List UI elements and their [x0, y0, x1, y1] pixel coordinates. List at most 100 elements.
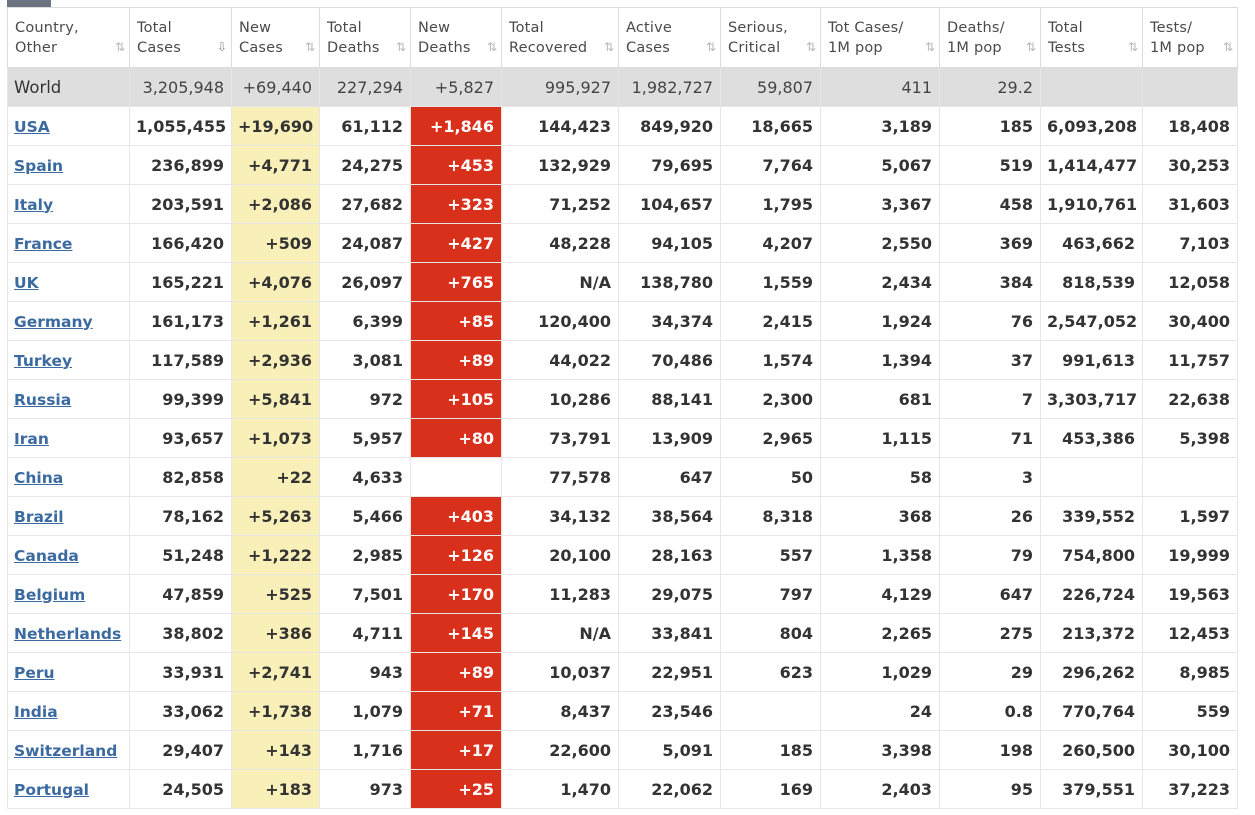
sort-icon[interactable]: ⇅	[1025, 40, 1036, 54]
country-link[interactable]: Netherlands	[14, 624, 122, 643]
cell-tot-cases-per-1m: 24	[820, 691, 940, 731]
cell-total-tests: 1,414,477	[1040, 145, 1143, 185]
column-header-label: Deaths/ 1M pop	[947, 19, 1005, 56]
column-header-new-cases[interactable]: New Cases ⇅	[231, 7, 320, 68]
cell-tot-cases-per-1m: 2,403	[820, 769, 940, 809]
cell-total-recovered: 44,022	[501, 340, 619, 380]
cell-total-cases: 24,505	[129, 769, 232, 809]
cell-country: World	[7, 67, 130, 107]
cell-new-deaths: +145	[410, 613, 502, 653]
cell-serious-critical: 2,415	[720, 301, 821, 341]
sort-icon[interactable]: ⇅	[486, 40, 497, 54]
sort-icon[interactable]: ⇅	[705, 40, 716, 54]
table-row: Russia 99,399 +5,841 972 +105 10,286 88,141 2,3…	[7, 379, 1238, 419]
country-link[interactable]: France	[14, 234, 73, 253]
country-link[interactable]: Portugal	[14, 780, 89, 799]
country-link[interactable]: India	[14, 702, 58, 721]
table-row: Germany 161,173 +1,261 6,399 +85 120,400 34,37…	[7, 301, 1238, 341]
table-row: China 82,858 +22 4,633 77,578 647 50 58 3	[7, 457, 1238, 497]
cell-new-cases: +1,073	[231, 418, 320, 458]
country-link[interactable]: Spain	[14, 156, 64, 175]
sort-icon[interactable]: ⇅	[304, 40, 315, 54]
cell-tests-per-1m: 37,223	[1142, 769, 1238, 809]
sort-icon[interactable]: ⇩	[216, 40, 227, 54]
cell-tot-cases-per-1m: 1,029	[820, 652, 940, 692]
cell-total-deaths: 26,097	[319, 262, 411, 302]
cell-country: China	[7, 457, 130, 497]
cell-new-deaths: +25	[410, 769, 502, 809]
cell-country: India	[7, 691, 130, 731]
column-header-total-recovered[interactable]: Total Recovered ⇅	[501, 7, 619, 68]
sort-icon[interactable]: ⇅	[395, 40, 406, 54]
table-row: Portugal 24,505 +183 973 +25 1,470 22,062 169 2,…	[7, 769, 1238, 809]
cell-total-recovered: 132,929	[501, 145, 619, 185]
column-header-total-cases[interactable]: Total Cases ⇩	[129, 7, 232, 68]
cell-new-deaths	[410, 457, 502, 497]
sort-icon[interactable]: ⇅	[805, 40, 816, 54]
column-header-tot-cases-per-1m[interactable]: Tot Cases/ 1M pop ⇅	[820, 7, 940, 68]
cell-total-tests	[1040, 67, 1143, 107]
cell-total-tests: 379,551	[1040, 769, 1143, 809]
cell-total-cases: 203,591	[129, 184, 232, 224]
cell-tot-cases-per-1m: 2,550	[820, 223, 940, 263]
column-header-active-cases[interactable]: Active Cases ⇅	[618, 7, 721, 68]
cell-tot-cases-per-1m: 411	[820, 67, 940, 107]
country-link[interactable]: Peru	[14, 663, 55, 682]
country-link[interactable]: USA	[14, 117, 50, 136]
country-link[interactable]: China	[14, 468, 64, 487]
sort-icon[interactable]: ⇅	[1222, 40, 1233, 54]
cell-new-cases: +183	[231, 769, 320, 809]
sort-icon[interactable]: ⇅	[114, 40, 125, 54]
cell-active-cases: 34,374	[618, 301, 721, 341]
cell-country: Italy	[7, 184, 130, 224]
cell-tests-per-1m: 12,058	[1142, 262, 1238, 302]
cell-deaths-per-1m: 0.8	[939, 691, 1041, 731]
column-header-total-tests[interactable]: Total Tests ⇅	[1040, 7, 1143, 68]
country-link[interactable]: Canada	[14, 546, 79, 565]
cell-new-deaths: +5,827	[410, 67, 502, 107]
country-link[interactable]: Italy	[14, 195, 54, 214]
cell-country: Canada	[7, 535, 130, 575]
country-link[interactable]: Switzerland	[14, 741, 118, 760]
table-row: UK 165,221 +4,076 26,097 +765 N/A 138,780 1,559…	[7, 262, 1238, 302]
column-header-tests-per-1m[interactable]: Tests/ 1M pop ⇅	[1142, 7, 1238, 68]
cell-country: Iran	[7, 418, 130, 458]
country-link[interactable]: Russia	[14, 390, 72, 409]
cell-tests-per-1m	[1142, 457, 1238, 497]
cell-total-cases: 99,399	[129, 379, 232, 419]
cell-total-tests: 754,800	[1040, 535, 1143, 575]
column-header-country[interactable]: Country, Other ⇅	[7, 7, 130, 68]
table-row: Italy 203,591 +2,086 27,682 +323 71,252 104,65…	[7, 184, 1238, 224]
country-link[interactable]: Germany	[14, 312, 93, 331]
cell-total-tests: 818,539	[1040, 262, 1143, 302]
cell-country: Germany	[7, 301, 130, 341]
country-link[interactable]: Belgium	[14, 585, 86, 604]
column-header-serious-critical[interactable]: Serious, Critical ⇅	[720, 7, 821, 68]
column-header-new-deaths[interactable]: New Deaths ⇅	[410, 7, 502, 68]
column-header-deaths-per-1m[interactable]: Deaths/ 1M pop ⇅	[939, 7, 1041, 68]
cell-total-cases: 33,062	[129, 691, 232, 731]
sort-icon[interactable]: ⇅	[1127, 40, 1138, 54]
country-link[interactable]: Turkey	[14, 351, 73, 370]
cell-total-deaths: 3,081	[319, 340, 411, 380]
cell-new-deaths: +80	[410, 418, 502, 458]
sort-icon[interactable]: ⇅	[924, 40, 935, 54]
cell-total-recovered: N/A	[501, 613, 619, 653]
cell-tot-cases-per-1m: 3,398	[820, 730, 940, 770]
cell-total-tests: 226,724	[1040, 574, 1143, 614]
table-container: Country, Other ⇅ Total Cases ⇩ New Cases ⇅ Tot…	[7, 7, 1238, 809]
country-link[interactable]: Brazil	[14, 507, 64, 526]
cell-tot-cases-per-1m: 5,067	[820, 145, 940, 185]
cell-total-deaths: 61,112	[319, 106, 411, 146]
country-link[interactable]: Iran	[14, 429, 49, 448]
country-link[interactable]: UK	[14, 273, 39, 292]
column-header-label: Active Cases	[626, 19, 673, 56]
sort-icon[interactable]: ⇅	[603, 40, 614, 54]
cell-new-deaths: +765	[410, 262, 502, 302]
cell-total-deaths: 27,682	[319, 184, 411, 224]
column-header-total-deaths[interactable]: Total Deaths ⇅	[319, 7, 411, 68]
cell-total-cases: 1,055,455	[129, 106, 232, 146]
cell-new-cases: +69,440	[231, 67, 320, 107]
cell-tot-cases-per-1m: 1,358	[820, 535, 940, 575]
cell-total-deaths: 7,501	[319, 574, 411, 614]
